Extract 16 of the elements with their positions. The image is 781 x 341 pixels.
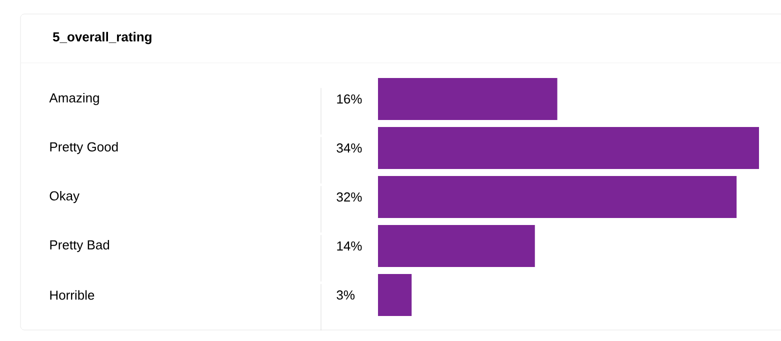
y-tick-label: Amazing xyxy=(49,92,99,106)
data-label: 3% xyxy=(336,290,355,300)
text: 5_overall_rating xyxy=(52,32,152,44)
y-tick-label: Pretty Bad xyxy=(50,240,110,252)
data-label: 14% xyxy=(337,241,362,251)
data-label: 34% xyxy=(336,143,362,153)
bar xyxy=(378,176,737,218)
bar xyxy=(378,78,558,120)
y-tick-label: Horrible xyxy=(50,290,94,300)
data-label: 16% xyxy=(337,94,362,104)
bar xyxy=(378,274,412,316)
y-tick-label: Pretty Good xyxy=(50,142,118,154)
bar xyxy=(378,127,759,170)
bar xyxy=(378,225,535,268)
y-tick-label: Okay xyxy=(50,190,80,204)
data-label: 32% xyxy=(336,192,362,202)
